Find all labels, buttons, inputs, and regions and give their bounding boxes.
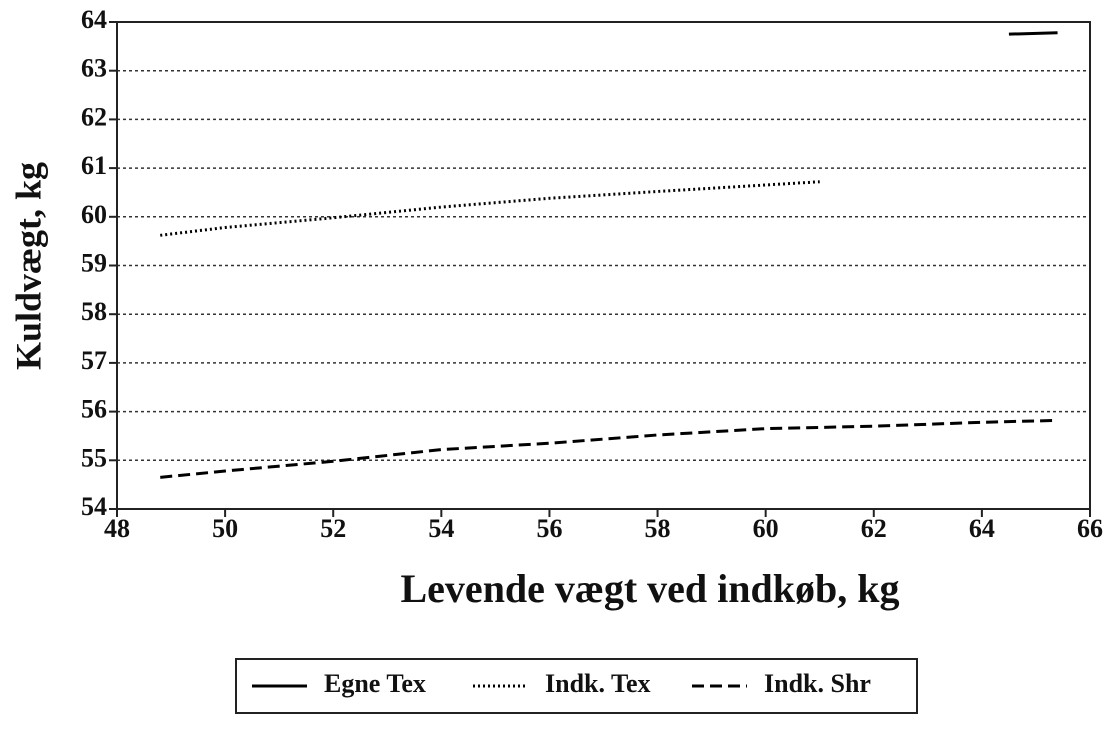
x-tick-label: 64 [969, 514, 995, 543]
y-tick-label: 54 [81, 492, 107, 521]
legend-label: Indk. Shr [764, 669, 871, 698]
y-tick-label: 62 [81, 102, 107, 131]
y-tick-label: 56 [81, 395, 107, 424]
x-tick-label: 62 [861, 514, 887, 543]
y-tick-label: 63 [81, 54, 107, 83]
x-tick-label: 50 [212, 514, 238, 543]
y-tick-label: 55 [81, 443, 107, 472]
x-axis-label: Levende vægt ved indkøb, kg [401, 566, 900, 611]
series-line [1008, 31, 1058, 36]
y-tick-label: 59 [81, 248, 107, 277]
legend-box [235, 658, 918, 714]
legend-label: Egne Tex [324, 669, 426, 698]
x-tick-label: 60 [753, 514, 779, 543]
y-tick-label: 57 [81, 346, 107, 375]
x-tick-label: 56 [536, 514, 562, 543]
x-tick-label: 48 [104, 514, 130, 543]
x-tick-label: 58 [645, 514, 671, 543]
legend-label: Indk. Tex [545, 669, 651, 698]
series-line [160, 180, 820, 237]
x-tick-label: 52 [320, 514, 346, 543]
series-line [160, 418, 1058, 479]
plot-frame [116, 21, 1091, 510]
y-tick-label: 64 [81, 5, 107, 34]
x-tick-label: 66 [1077, 514, 1103, 543]
x-tick-label: 54 [428, 514, 454, 543]
y-tick-label: 61 [81, 151, 107, 180]
y-tick-label: 60 [81, 200, 107, 229]
y-tick-label: 58 [81, 297, 107, 326]
y-axis-label: Kuldvægt, kg [8, 162, 48, 370]
